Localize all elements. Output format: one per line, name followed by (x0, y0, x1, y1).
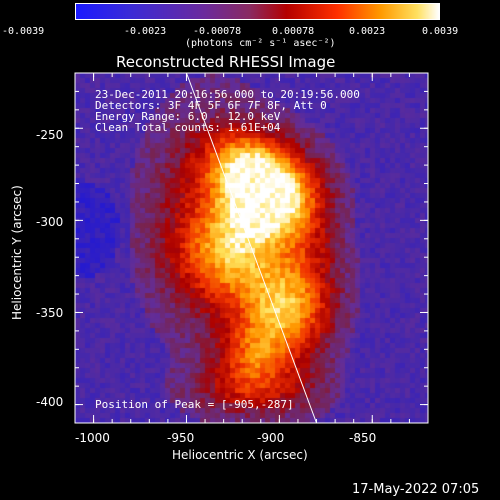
colorbar-units: (photons cm⁻² s⁻¹ asec⁻²) (185, 38, 336, 49)
colorbar-tick-label: -0.0023 (124, 26, 167, 37)
plot-border (74, 72, 429, 424)
info-time-range: 23-Dec-2011 20:16:56.000 to 20:19:56.000 (95, 88, 360, 101)
peak-position-label: Position of Peak = [-905,-287] (95, 398, 294, 411)
x-axis-label: Heliocentric X (arcsec) (172, 448, 308, 462)
colorbar-tick-label: 0.0039 (422, 26, 459, 37)
y-tick-label: -350 (36, 306, 64, 320)
colorbar-tick-label: 0.00078 (272, 26, 315, 37)
info-energy-range: Energy Range: 6.0 - 12.0 keV (95, 110, 281, 123)
colorbar (75, 3, 440, 20)
plot-title: Reconstructed RHESSI Image (116, 53, 336, 71)
colorbar-tick-label: -0.0039 (2, 26, 45, 37)
colorbar-tick-label: -0.00078 (193, 26, 242, 37)
y-axis-label: Heliocentric Y (arcsec) (10, 185, 24, 320)
colorbar-tick-label: 0.0023 (349, 26, 386, 37)
x-tick-label: -900 (257, 431, 285, 445)
solar-limb-line (186, 72, 317, 424)
y-tick-label: -300 (36, 215, 64, 229)
footer-timestamp: 17-May-2022 07:05 (352, 482, 480, 497)
info-clean-counts: Clean Total counts: 1.61E+04 (95, 121, 281, 134)
y-tick-label: -400 (36, 395, 64, 409)
info-detectors: Detectors: 3F 4F 5F 6F 7F 8F, Att 0 (95, 99, 327, 112)
y-tick-label: -250 (36, 128, 64, 142)
x-tick-label: -850 (349, 431, 377, 445)
x-tick-label: -950 (167, 431, 195, 445)
x-tick-label: -1000 (75, 431, 110, 445)
